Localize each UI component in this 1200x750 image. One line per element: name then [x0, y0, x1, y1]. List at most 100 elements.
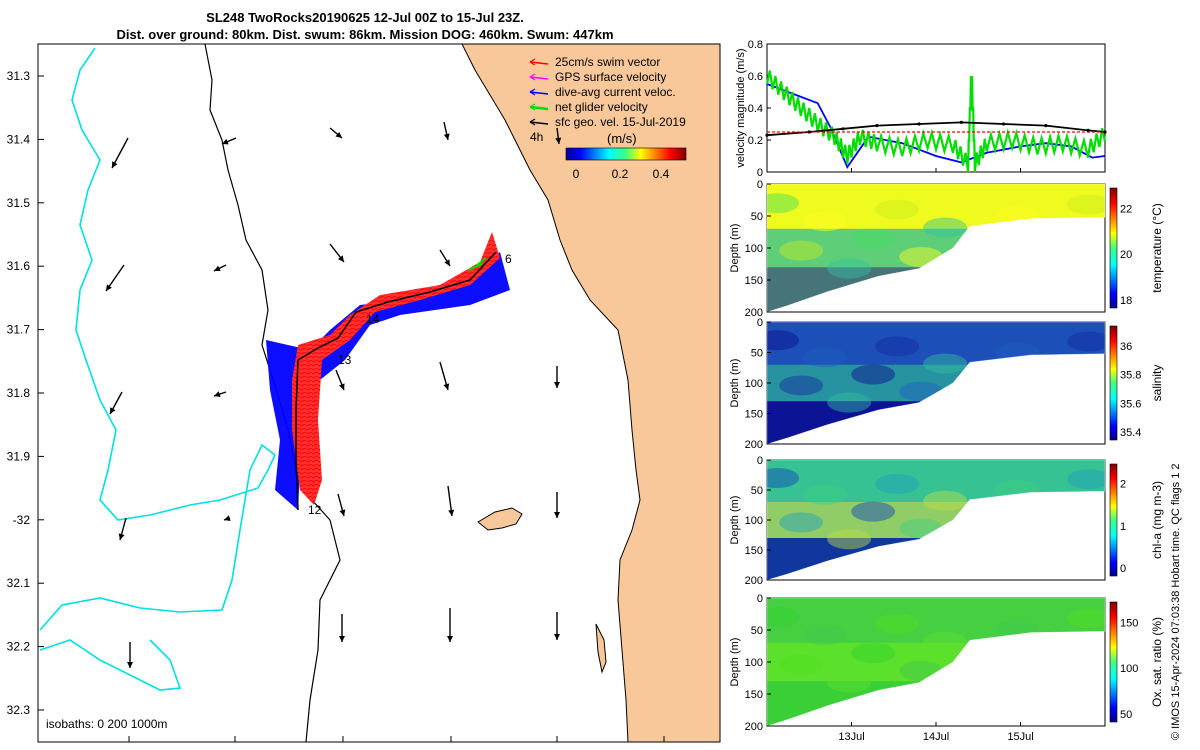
section-colorbar [1109, 187, 1118, 309]
velocity-axes: 00.20.40.60.813Jul14Jul15Jul [748, 39, 1021, 179]
legend-arrowhead [529, 118, 536, 126]
lat-tick-label: 31.6 [7, 259, 31, 273]
legend-label: net glider velocity [555, 100, 648, 114]
geo-arrow-head [554, 382, 560, 388]
colorbar-tick-label: 2 [1120, 479, 1126, 491]
velocity-point [1044, 124, 1048, 128]
section-blob [827, 672, 872, 693]
geo-arrow-head [224, 515, 231, 521]
geo-arrow-head [335, 131, 342, 138]
section-blob [779, 375, 824, 396]
colorbar-tick-label: 0 [1120, 563, 1126, 575]
colorbar-tick-label: 150 [1120, 617, 1138, 629]
colorbar-tick-label: 50 [1120, 709, 1132, 721]
colorbar-title: (m/s) [607, 131, 637, 146]
colorbar-label: temperature (°C) [1150, 203, 1164, 293]
colorbar-tick-label: 36 [1120, 341, 1132, 353]
section-panel: 0 50 100 150 200 Depth (m) 18 20 22 temperature (… [729, 179, 1164, 319]
legend-label: sfc geo. vel. 15-Jul-2019 [555, 115, 686, 129]
lat-tick-label: 32.1 [7, 576, 31, 590]
lat-tick-label: -32 [13, 513, 31, 527]
section-blob [875, 199, 920, 220]
legend-swatch [529, 121, 549, 125]
section-blob [827, 258, 872, 279]
depth-tick-label: 0 [757, 317, 763, 329]
legend-arrowhead [529, 88, 536, 96]
depth-tick-label: 200 [745, 307, 763, 319]
geo-arrow-head [443, 383, 450, 390]
colorbar-tick-label: 18 [1120, 295, 1132, 307]
section-panel: 0 50 100 150 200 Depth (m) 0 1 2 chl-a (mg m-3) [729, 455, 1164, 587]
colorbar-tick: 0.4 [653, 167, 670, 181]
section-colorbar [1109, 325, 1118, 441]
track-label: 6 [505, 252, 512, 266]
colorbar-tick-label: 35.4 [1120, 427, 1141, 439]
legend-arrowhead [529, 73, 536, 81]
map-axes: 114.8 115 115.2 115.4 115.6 115.8 31.3 31.4 31.5… [7, 69, 679, 750]
depth-tick-label: 50 [751, 348, 763, 360]
colorbar-label: Ox. sat. ratio (%) [1150, 617, 1164, 707]
isobath-200m-south [39, 639, 182, 691]
velocity-point [807, 130, 811, 134]
section-blob [803, 211, 848, 232]
depth-tick-label: 50 [751, 625, 763, 637]
section-blob [1067, 331, 1105, 352]
section-blob [767, 607, 800, 628]
legend-swatch [529, 105, 549, 111]
geo-arrow-head [448, 509, 455, 516]
geo-arrow-head [339, 636, 345, 642]
velocity-series [765, 70, 1107, 173]
section-blob [803, 484, 848, 505]
section-blob [1067, 194, 1105, 215]
geo-arrow-head [214, 391, 221, 397]
section-outline [766, 321, 1106, 445]
depth-ylabel: Depth (m) [729, 359, 741, 408]
geo-arrow-head [106, 284, 112, 291]
section-blob [767, 330, 800, 351]
lat-tick-label: 31.4 [7, 132, 31, 146]
legend-label: 25cm/s swim vector [555, 55, 660, 69]
section-blob [923, 631, 968, 652]
rottnest-island [477, 507, 523, 531]
velocity-ytick-label: 0.4 [748, 103, 763, 115]
geo-arrow-head [110, 407, 116, 414]
velocity-point [959, 120, 963, 124]
section-blob [851, 501, 896, 522]
depth-tick-label: 50 [751, 485, 763, 497]
depth-tick-label: 200 [745, 575, 763, 587]
velocity-ylabel: velocity magnitude (m/s) [735, 48, 747, 167]
geo-arrow-head [444, 259, 450, 266]
depth-ylabel: Depth (m) [729, 224, 741, 273]
lon-tick-label: 115.6 [542, 748, 571, 750]
velocity-panel: 00.20.40.60.813Jul14Jul15Jul velocity ma… [735, 39, 1107, 179]
depth-tick-label: 100 [745, 243, 763, 255]
track-label: 14 [366, 312, 380, 326]
velocity-point [917, 122, 921, 126]
velocity-point [1103, 130, 1107, 134]
section-outline [766, 459, 1106, 581]
geo-arrow-head [222, 138, 229, 145]
velocity-ytick-label: 0 [757, 167, 763, 179]
colorbar-tick: 0.2 [612, 167, 629, 181]
section-blob [875, 336, 920, 357]
map-panel: 6 14 13 12 isobaths: 0 200 1000m 25cm/s … [7, 43, 721, 750]
velocity-series-line [766, 83, 1106, 170]
depth-tick-label: 0 [757, 455, 763, 467]
velocity-point [1002, 122, 1006, 126]
lon-tick-label: 115.4 [436, 748, 465, 750]
velocity-series-line [765, 70, 1107, 173]
geo-arrow-head [443, 133, 450, 140]
time-xtick-label: 13Jul [838, 731, 864, 743]
legend-label: GPS surface velocity [555, 70, 666, 84]
swim-vector-fill [292, 232, 500, 505]
colorbar-label: chl-a (mg m-3) [1150, 481, 1164, 559]
section-blob [923, 353, 968, 374]
section-blob [851, 643, 896, 664]
geo-arrow-head [118, 533, 125, 540]
section-blob [779, 512, 824, 533]
velocity-point [841, 127, 845, 131]
lat-tick-label: 32.2 [7, 640, 31, 654]
lon-tick-label: 114.8 [114, 748, 143, 750]
time-xtick-label: 15Jul [1007, 731, 1033, 743]
